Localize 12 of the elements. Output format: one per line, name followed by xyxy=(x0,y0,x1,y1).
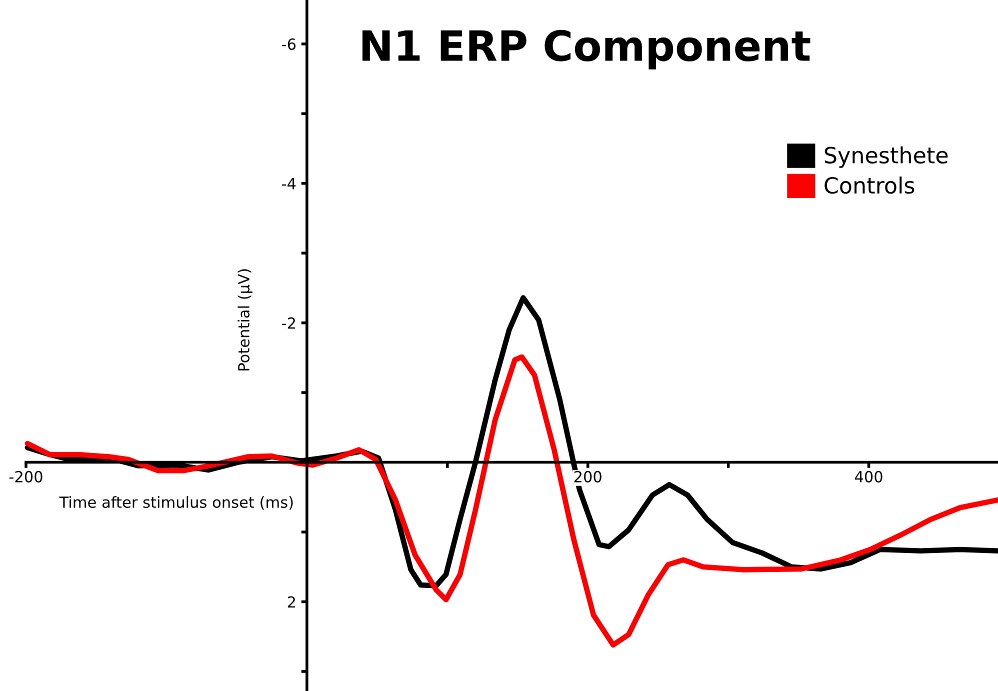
x-tick-label: 200 xyxy=(574,470,602,482)
x-tick-label: -200 xyxy=(9,470,42,482)
y-axis-title: Potential (μV) xyxy=(238,269,252,370)
y-tick-label: 2 xyxy=(288,596,295,608)
text: N1 ERP Component xyxy=(362,30,810,70)
y-tick-label: -2 xyxy=(282,317,295,329)
x-axis-title: Time after stimulus onset (ms) xyxy=(59,496,293,510)
legend-label: Synesthete xyxy=(824,146,948,168)
y-tick-label: -6 xyxy=(282,38,296,50)
y-tick-label: -4 xyxy=(282,178,296,190)
x-tick-label: 400 xyxy=(854,470,882,482)
legend-label: Controls xyxy=(824,176,914,194)
